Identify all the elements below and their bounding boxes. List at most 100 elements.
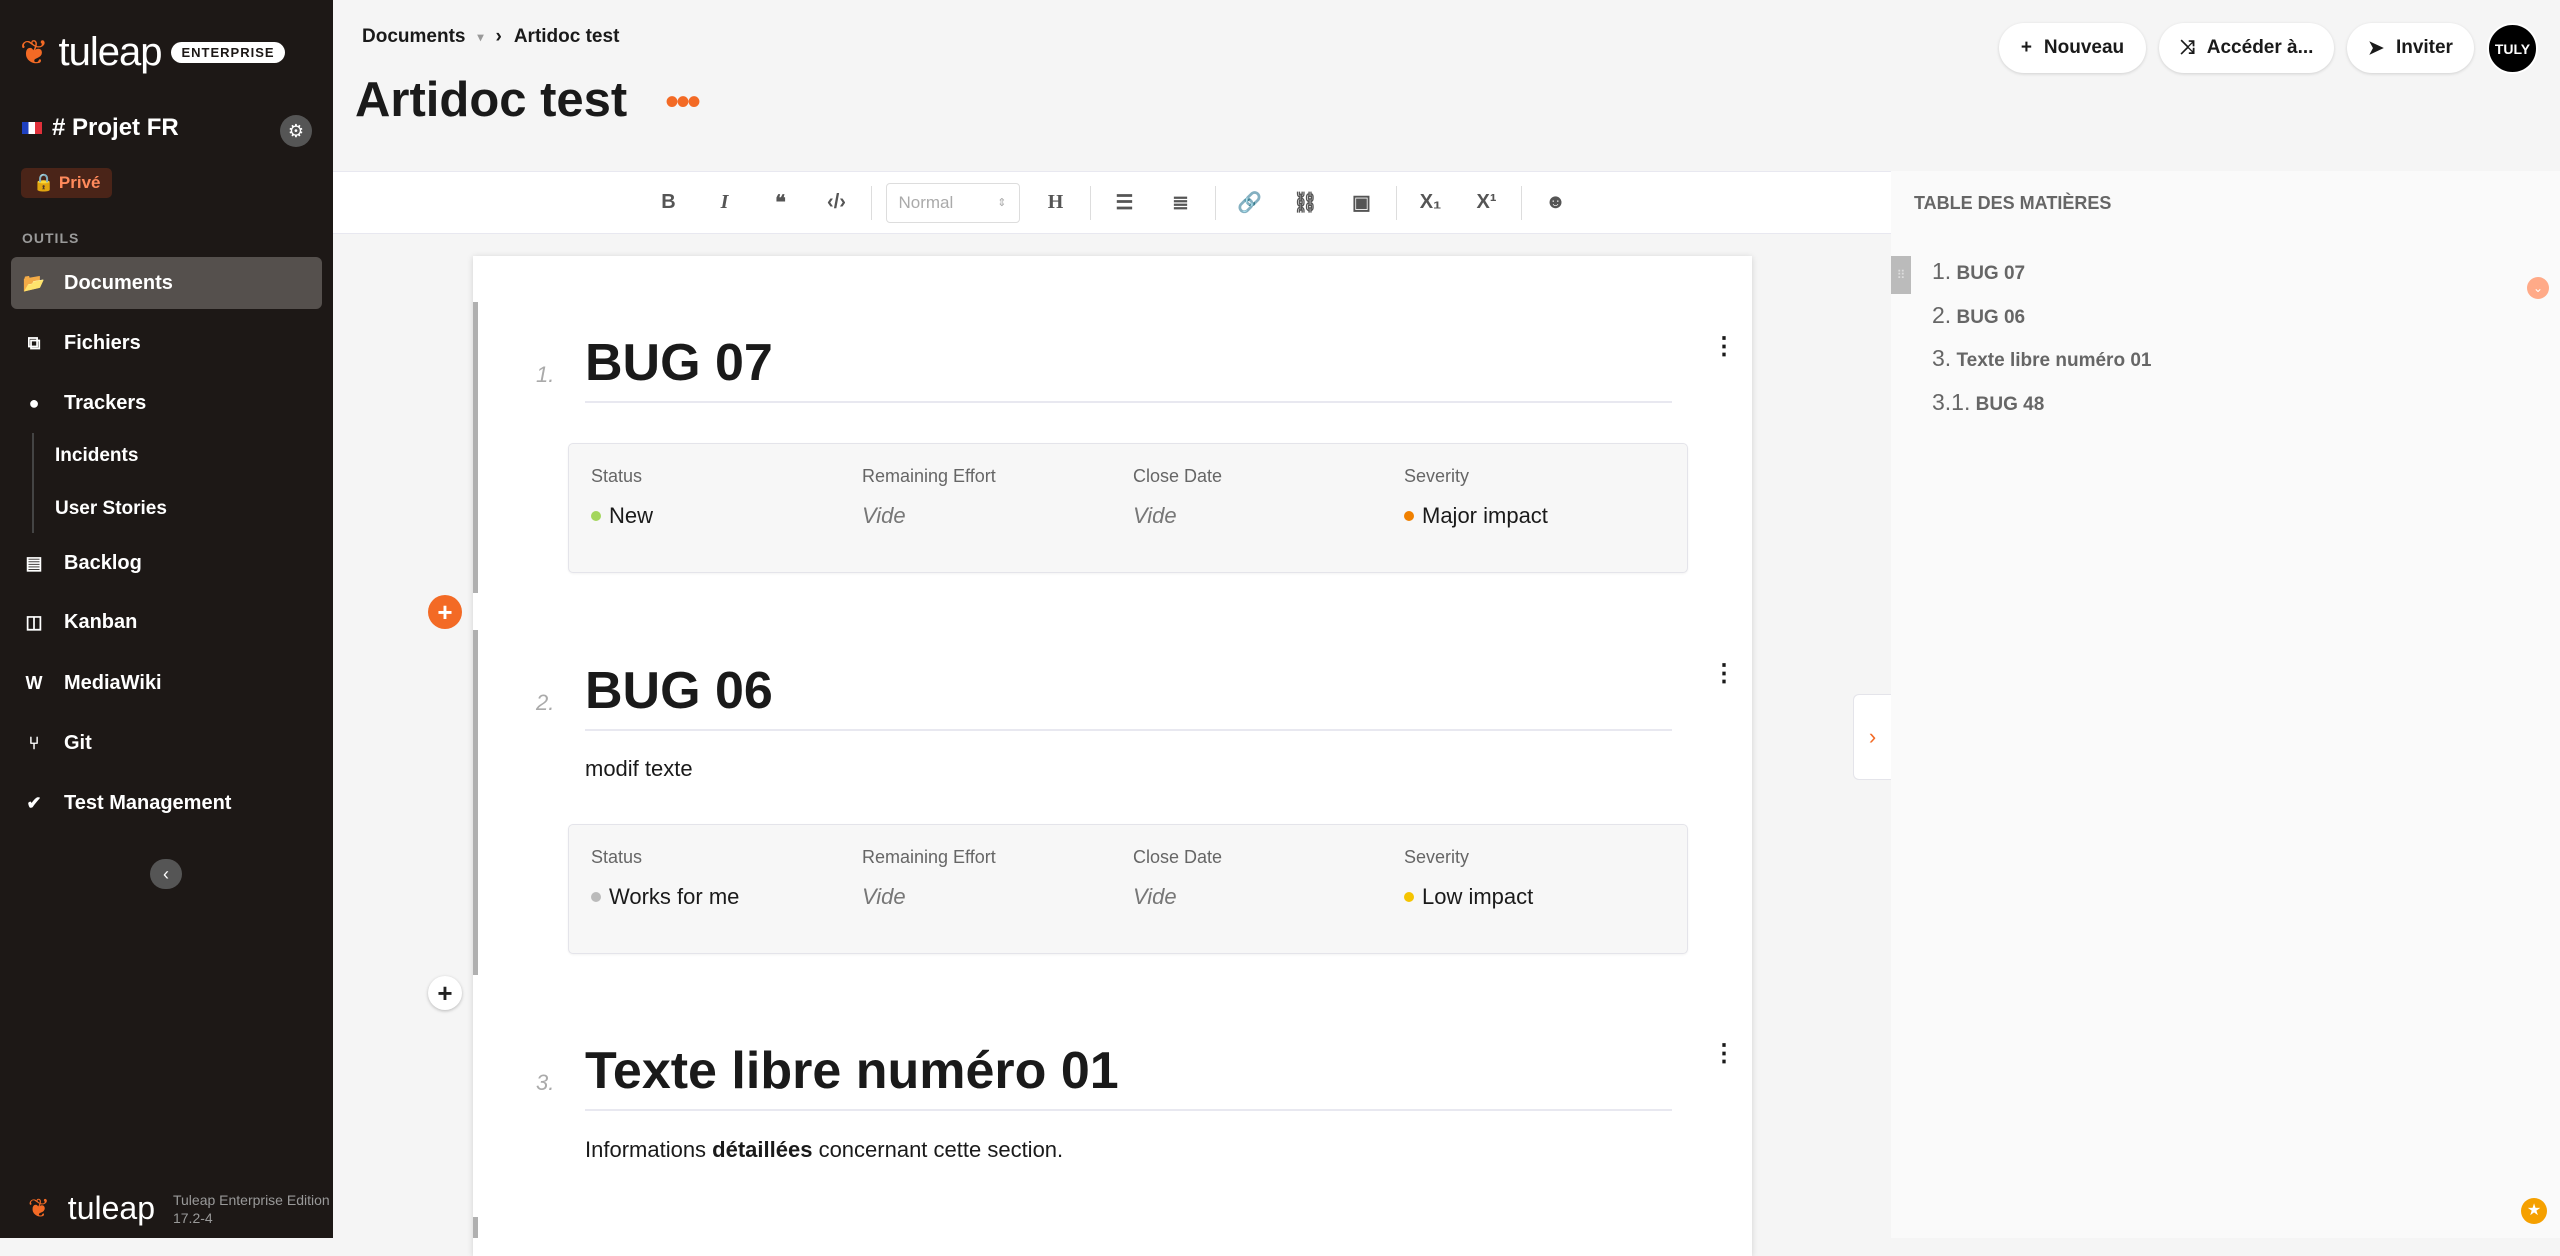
shuffle-icon: ⤨	[2179, 37, 2195, 58]
invite-button[interactable]: ➤ Inviter	[2347, 23, 2474, 73]
format-select[interactable]: Normal ⇕	[885, 182, 1020, 223]
section-bar	[473, 630, 478, 975]
bold-icon[interactable]: B	[661, 191, 676, 213]
goto-button[interactable]: ⤨ Accéder à...	[2159, 23, 2334, 73]
star-icon[interactable]: ★	[2521, 1198, 2547, 1224]
section-menu-icon[interactable]: ⋮	[1712, 660, 1736, 687]
bullet-list-icon[interactable]: ☰	[1115, 192, 1134, 214]
section-title[interactable]: BUG 07	[585, 333, 1672, 403]
french-flag-icon	[22, 122, 42, 134]
project-settings-gear-icon[interactable]: ⚙	[280, 115, 312, 147]
drag-handle-icon[interactable]: ⠿	[1891, 256, 1911, 294]
sidebar-item-kanban[interactable]: ◫ Kanban	[11, 596, 322, 648]
sidebar-item-documents[interactable]: 📂 Documents	[11, 257, 322, 309]
edition-badge: ENTERPRISE	[171, 42, 285, 63]
section-number: 2.	[536, 690, 555, 715]
code-icon[interactable]: ‹/›	[827, 191, 846, 213]
unlink-icon[interactable]: ⛓	[1292, 192, 1319, 214]
toc-item[interactable]: 2. BUG 06	[1932, 302, 2026, 328]
chevron-down-icon[interactable]: ⌄	[2527, 277, 2549, 299]
collapse-sidebar-button[interactable]: ‹	[150, 859, 182, 889]
sidebar-item-test-management[interactable]: ✔ Test Management	[11, 777, 322, 829]
sidebar-item-mediawiki[interactable]: W MediaWiki	[11, 657, 322, 709]
section-title[interactable]: Texte libre numéro 01	[585, 1041, 1672, 1111]
emoji-icon[interactable]: ☻	[1544, 191, 1567, 213]
italic-icon[interactable]: I	[720, 191, 729, 213]
sidebar-item-fichiers[interactable]: ⧉ Fichiers	[11, 317, 322, 369]
quote-icon[interactable]: ❝	[775, 192, 786, 214]
sidebar-item-trackers[interactable]: ● Trackers	[11, 377, 322, 429]
submenu-line	[32, 433, 34, 533]
toc-item[interactable]: 3.1. BUG 48	[1932, 389, 2045, 415]
sidebar-item-backlog[interactable]: ▤ Backlog	[11, 537, 322, 589]
sidebar-footer: ❦ tuleap Tuleap Enterprise Edition 17.2-4	[28, 1190, 330, 1226]
section-number: 1.	[536, 362, 555, 387]
severity-dot	[1404, 892, 1414, 902]
test-management-icon: ✔	[26, 792, 42, 813]
section-text[interactable]: Informations détaillées concernant cette…	[585, 1137, 1064, 1162]
section-bar	[473, 1217, 478, 1238]
chevron-down-icon[interactable]: ▾	[477, 30, 484, 44]
project-name[interactable]: # Projet FR	[22, 114, 179, 142]
separator	[1089, 185, 1091, 220]
fields-card: Status New Remaining Effort Vide Close Dat…	[568, 443, 1688, 573]
toc-item[interactable]: 1. BUG 07	[1932, 258, 2026, 284]
section-menu-icon[interactable]: ⋮	[1712, 333, 1736, 360]
section-title[interactable]: BUG 06	[585, 661, 1672, 731]
page-title: Artidoc test	[355, 73, 628, 127]
fields-card: Status Works for me Remaining Effort Vide …	[568, 824, 1688, 954]
separator	[1520, 185, 1522, 220]
link-icon[interactable]: 🔗	[1237, 192, 1262, 214]
new-button[interactable]: + Nouveau	[1999, 23, 2146, 73]
tuleap-flower-icon: ❦	[28, 1193, 50, 1223]
field-status: Status New	[591, 466, 654, 528]
add-section-button[interactable]: +	[428, 595, 462, 629]
sidebar-item-git[interactable]: ⑂ Git	[11, 717, 322, 769]
field-close-date: Close Date Vide	[1133, 466, 1223, 528]
expand-panel-chevron-icon[interactable]: ›	[1853, 694, 1891, 780]
field-remaining-effort: Remaining Effort Vide	[862, 466, 996, 528]
field-severity: Severity Major impact	[1404, 466, 1548, 528]
section-number: 3.	[536, 1070, 555, 1095]
privacy-badge[interactable]: 🔒 Privé	[21, 168, 113, 198]
superscript-icon[interactable]: X¹	[1476, 191, 1497, 213]
image-icon[interactable]: ▣	[1352, 192, 1371, 214]
toc-item[interactable]: 3. Texte libre numéro 01	[1932, 345, 2152, 371]
separator	[1395, 185, 1397, 220]
section-text[interactable]: modif texte	[585, 756, 693, 781]
files-icon: ⧉	[27, 332, 41, 353]
tracker-icon: ●	[28, 392, 40, 413]
heading-icon[interactable]: H	[1047, 191, 1064, 213]
avatar[interactable]: TULY	[2487, 23, 2538, 74]
select-arrows-icon: ⇕	[997, 197, 1007, 209]
tuleap-flower-icon: ❦	[20, 33, 49, 72]
folder-open-icon: 📂	[22, 272, 46, 293]
tuleap-logo[interactable]: ❦ tuleap ENTERPRISE	[20, 30, 285, 75]
status-dot	[591, 511, 601, 521]
breadcrumb-documents[interactable]: Documents	[362, 26, 466, 47]
git-icon: ⑂	[28, 732, 40, 753]
section-menu-icon[interactable]: ⋮	[1712, 1040, 1736, 1067]
editor-toolbar: B I ❝ ‹/› Normal ⇕ H ☰ ≣ 🔗 ⛓ ▣ X₁ X¹ ☻	[333, 171, 1891, 234]
paper-plane-icon: ➤	[2368, 37, 2384, 59]
breadcrumb: Documents ▾ › Artidoc test	[362, 26, 619, 48]
breadcrumb-current[interactable]: Artidoc test	[513, 26, 620, 47]
more-actions-icon[interactable]: •••	[665, 80, 701, 124]
subscript-icon[interactable]: X₁	[1419, 191, 1442, 213]
section-bar	[473, 302, 478, 593]
toc-title: TABLE DES MATIÈRES	[1914, 193, 2112, 213]
separator	[1214, 185, 1216, 220]
field-status: Status Works for me	[591, 847, 740, 909]
plus-icon: +	[2020, 37, 2032, 58]
separator	[870, 185, 872, 220]
field-severity: Severity Low impact	[1404, 847, 1534, 909]
chevron-right-icon: ›	[495, 26, 502, 47]
add-section-button[interactable]: +	[428, 976, 462, 1010]
status-dot	[591, 892, 601, 902]
numbered-list-icon[interactable]: ≣	[1172, 192, 1189, 214]
sidebar-subitem-user-stories[interactable]: User Stories	[55, 498, 167, 519]
backlog-icon: ▤	[25, 552, 43, 573]
field-remaining-effort: Remaining Effort Vide	[862, 847, 996, 909]
table-of-contents: TABLE DES MATIÈRES 1. BUG 07 2. BUG 06 3…	[1891, 171, 2560, 1238]
sidebar-subitem-incidents[interactable]: Incidents	[55, 445, 139, 466]
